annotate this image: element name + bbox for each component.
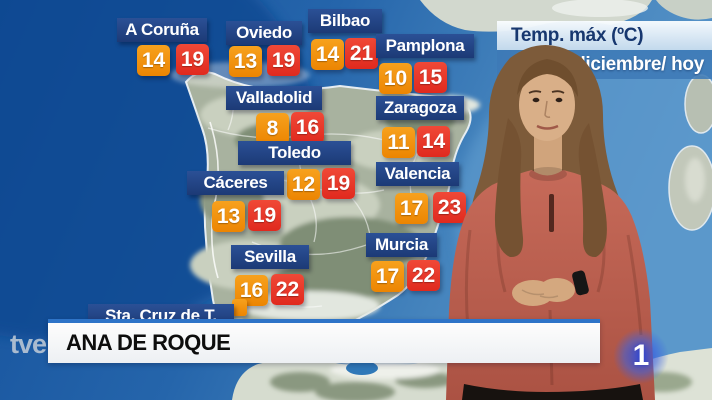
lower-third-banner: ANA DE ROQUE	[48, 319, 600, 363]
temp-max-oviedo: 19	[267, 45, 300, 76]
temp-max-zaragoza: 14	[417, 126, 450, 157]
temp-max-caceres: 19	[248, 200, 281, 231]
temp-min-toledo: 12	[287, 169, 320, 200]
island-sardinia	[668, 145, 712, 231]
temp-min-bilbao: 14	[311, 39, 344, 70]
temp-max-valencia: 23	[433, 192, 466, 223]
label-a-coruna: A Coruña	[117, 18, 207, 42]
presenter-hands	[512, 280, 554, 306]
presenter-name: ANA DE ROQUE	[66, 330, 231, 355]
temp-max-sevilla: 22	[271, 274, 304, 305]
temp-max-bilbao: 21	[345, 38, 378, 69]
label-valencia: Valencia	[376, 162, 459, 186]
temp-max-toledo: 19	[322, 168, 355, 199]
land-andalusia	[232, 359, 508, 400]
temp-min-pamplona: 10	[379, 63, 412, 94]
label-oviedo: Oviedo	[226, 21, 302, 45]
label-caceres: Cáceres	[187, 171, 284, 195]
tve-logo: tve	[10, 329, 47, 359]
date-label: diciembre/ hoy	[574, 54, 704, 75]
temp-box-partial-sta-cruz	[232, 299, 247, 316]
label-pamplona: Pamplona	[376, 34, 474, 58]
label-bilbao: Bilbao	[308, 9, 382, 33]
label-sevilla: Sevilla	[231, 245, 309, 269]
temp-min-valladolid: 8	[256, 113, 289, 144]
presenter-face	[519, 69, 575, 141]
temp-min-zaragoza: 11	[382, 127, 415, 158]
temp-min-a-coruna: 14	[137, 45, 170, 76]
label-toledo: Toledo	[238, 141, 351, 165]
temp-max-valladolid: 16	[291, 112, 324, 143]
header-date-bar: diciembre/ hoy	[497, 50, 712, 79]
temp-max-title: Temp. máx (ºC)	[511, 25, 644, 46]
temp-min-valencia: 17	[395, 193, 428, 224]
presenter-skirt	[462, 384, 643, 400]
temp-max-a-coruna: 19	[176, 44, 209, 75]
header-title-bar: Temp. máx (ºC)	[497, 21, 712, 50]
island-corsica	[684, 74, 712, 134]
temp-min-oviedo: 13	[229, 46, 262, 77]
presenter-watch	[572, 270, 589, 296]
temp-max-murcia: 22	[407, 260, 440, 291]
temp-min-caceres: 13	[212, 201, 245, 232]
temp-max-pamplona: 15	[414, 62, 447, 93]
label-valladolid: Valladolid	[226, 86, 322, 110]
temp-min-murcia: 17	[371, 261, 404, 292]
label-zaragoza: Zaragoza	[376, 96, 464, 120]
border-portugal-spain	[209, 121, 219, 279]
label-murcia: Murcia	[366, 233, 437, 257]
la1-channel-logo: 1	[613, 328, 669, 384]
